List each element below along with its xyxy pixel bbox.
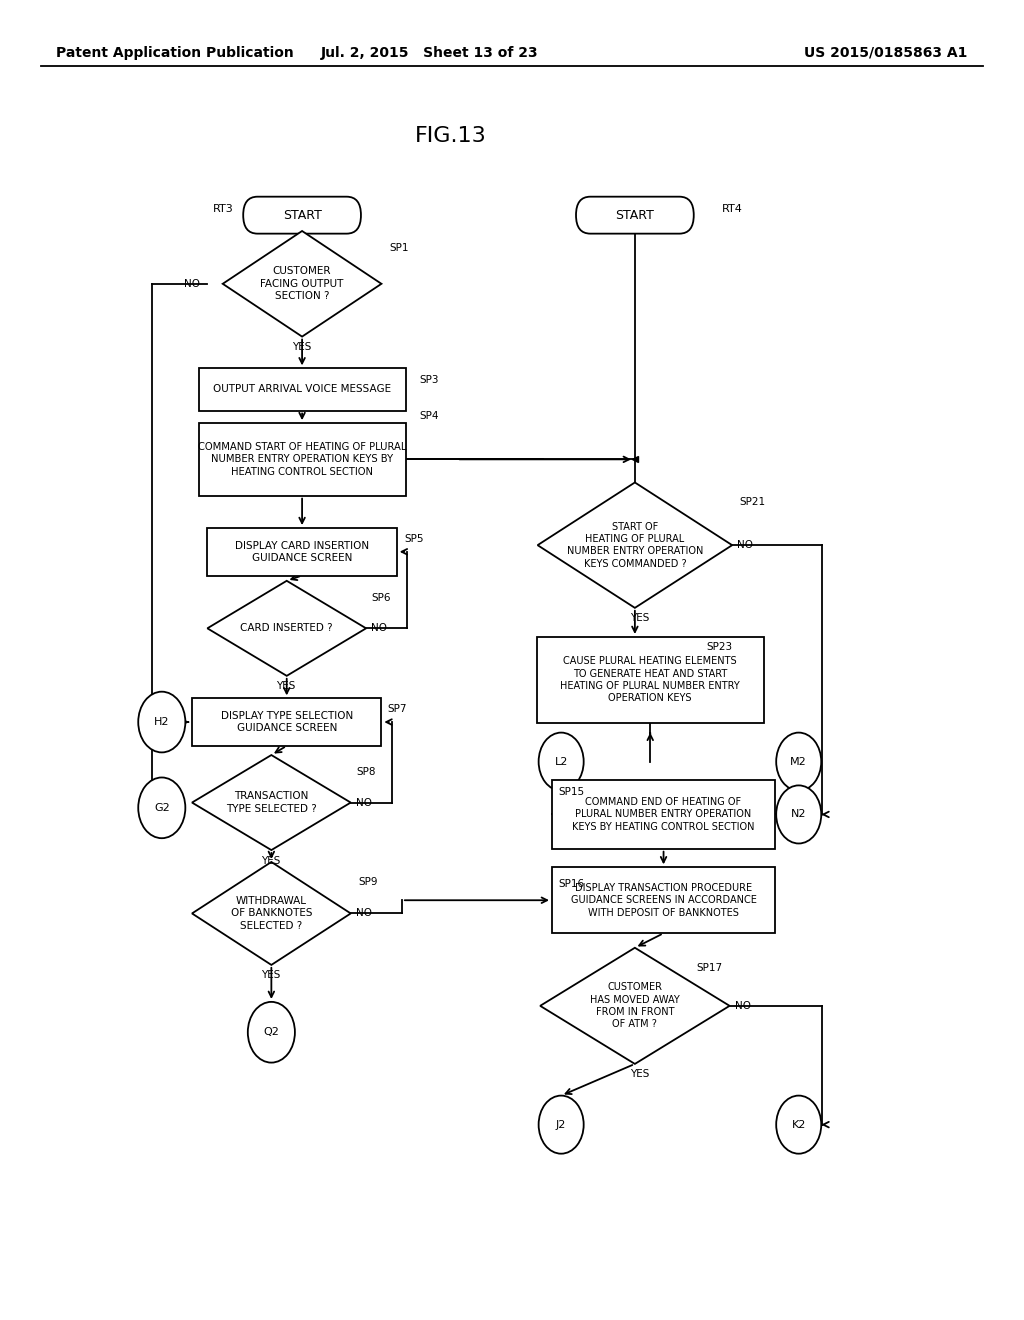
Bar — [537, 638, 764, 723]
Text: SP16: SP16 — [558, 879, 585, 890]
Text: SP1: SP1 — [389, 243, 409, 253]
Text: COMMAND START OF HEATING OF PLURAL
NUMBER ENTRY OPERATION KEYS BY
HEATING CONTRO: COMMAND START OF HEATING OF PLURAL NUMBE… — [198, 442, 407, 477]
Text: SP6: SP6 — [372, 593, 391, 603]
Circle shape — [776, 1096, 821, 1154]
Bar — [552, 867, 775, 933]
Text: TRANSACTION
TYPE SELECTED ?: TRANSACTION TYPE SELECTED ? — [226, 792, 316, 813]
Text: SP7: SP7 — [387, 704, 407, 714]
Text: RT4: RT4 — [722, 203, 742, 214]
Text: CUSTOMER
HAS MOVED AWAY
FROM IN FRONT
OF ATM ?: CUSTOMER HAS MOVED AWAY FROM IN FRONT OF… — [590, 982, 680, 1030]
Circle shape — [539, 733, 584, 791]
Text: N2: N2 — [791, 809, 807, 820]
Text: YES: YES — [630, 614, 649, 623]
Circle shape — [776, 733, 821, 791]
Bar — [199, 422, 406, 495]
Text: COMMAND END OF HEATING OF
PLURAL NUMBER ENTRY OPERATION
KEYS BY HEATING CONTROL : COMMAND END OF HEATING OF PLURAL NUMBER … — [572, 797, 755, 832]
Text: START: START — [615, 209, 654, 222]
Polygon shape — [207, 581, 367, 676]
Text: Jul. 2, 2015   Sheet 13 of 23: Jul. 2, 2015 Sheet 13 of 23 — [322, 46, 539, 59]
Text: US 2015/0185863 A1: US 2015/0185863 A1 — [804, 46, 968, 59]
Text: L2: L2 — [554, 756, 568, 767]
Text: NO: NO — [356, 797, 372, 808]
Polygon shape — [222, 231, 381, 337]
Text: START OF
HEATING OF PLURAL
NUMBER ENTRY OPERATION
KEYS COMMANDED ?: START OF HEATING OF PLURAL NUMBER ENTRY … — [566, 521, 703, 569]
Text: SP21: SP21 — [739, 496, 766, 507]
Bar — [199, 368, 406, 411]
Text: NO: NO — [372, 623, 387, 634]
Text: YES: YES — [630, 1069, 649, 1080]
Text: NO: NO — [356, 908, 372, 919]
FancyBboxPatch shape — [575, 197, 694, 234]
Text: YES: YES — [292, 342, 311, 352]
Text: WITHDRAWAL
OF BANKNOTES
SELECTED ?: WITHDRAWAL OF BANKNOTES SELECTED ? — [230, 896, 312, 931]
Text: Q2: Q2 — [263, 1027, 280, 1038]
Text: YES: YES — [276, 681, 296, 692]
Polygon shape — [193, 755, 350, 850]
Text: DISPLAY TYPE SELECTION
GUIDANCE SCREEN: DISPLAY TYPE SELECTION GUIDANCE SCREEN — [220, 711, 353, 733]
Text: FIG.13: FIG.13 — [415, 125, 486, 147]
Text: NO: NO — [183, 279, 200, 289]
Bar — [207, 528, 396, 576]
Bar — [552, 780, 775, 849]
Circle shape — [138, 692, 185, 752]
Text: K2: K2 — [792, 1119, 806, 1130]
Text: CUSTOMER
FACING OUTPUT
SECTION ?: CUSTOMER FACING OUTPUT SECTION ? — [260, 267, 344, 301]
Text: SP4: SP4 — [420, 411, 439, 421]
Text: SP23: SP23 — [707, 642, 733, 652]
Text: M2: M2 — [791, 756, 807, 767]
Text: H2: H2 — [154, 717, 170, 727]
Text: SP9: SP9 — [358, 876, 378, 887]
Circle shape — [248, 1002, 295, 1063]
Text: NO: NO — [737, 540, 754, 550]
Text: DISPLAY TRANSACTION PROCEDURE
GUIDANCE SCREENS IN ACCORDANCE
WITH DEPOSIT OF BAN: DISPLAY TRANSACTION PROCEDURE GUIDANCE S… — [570, 883, 757, 917]
Bar — [193, 698, 382, 746]
Text: CAUSE PLURAL HEATING ELEMENTS
TO GENERATE HEAT AND START
HEATING OF PLURAL NUMBE: CAUSE PLURAL HEATING ELEMENTS TO GENERAT… — [560, 656, 740, 704]
Polygon shape — [541, 948, 729, 1064]
Text: DISPLAY CARD INSERTION
GUIDANCE SCREEN: DISPLAY CARD INSERTION GUIDANCE SCREEN — [236, 541, 369, 562]
Text: RT3: RT3 — [213, 203, 233, 214]
Text: J2: J2 — [556, 1119, 566, 1130]
Text: G2: G2 — [154, 803, 170, 813]
Text: OUTPUT ARRIVAL VOICE MESSAGE: OUTPUT ARRIVAL VOICE MESSAGE — [213, 384, 391, 395]
Circle shape — [138, 777, 185, 838]
Text: Patent Application Publication: Patent Application Publication — [56, 46, 294, 59]
Text: SP15: SP15 — [558, 787, 585, 797]
Text: NO: NO — [735, 1001, 751, 1011]
Polygon shape — [538, 483, 732, 607]
Circle shape — [539, 1096, 584, 1154]
FancyBboxPatch shape — [244, 197, 360, 234]
Text: SP5: SP5 — [404, 533, 424, 544]
Circle shape — [776, 785, 821, 843]
Text: SP17: SP17 — [696, 962, 723, 973]
Polygon shape — [193, 862, 350, 965]
Text: START: START — [283, 209, 322, 222]
Text: YES: YES — [261, 855, 281, 866]
Text: SP8: SP8 — [356, 767, 376, 777]
Text: YES: YES — [261, 970, 281, 981]
Text: CARD INSERTED ?: CARD INSERTED ? — [241, 623, 333, 634]
Text: SP3: SP3 — [420, 375, 439, 385]
